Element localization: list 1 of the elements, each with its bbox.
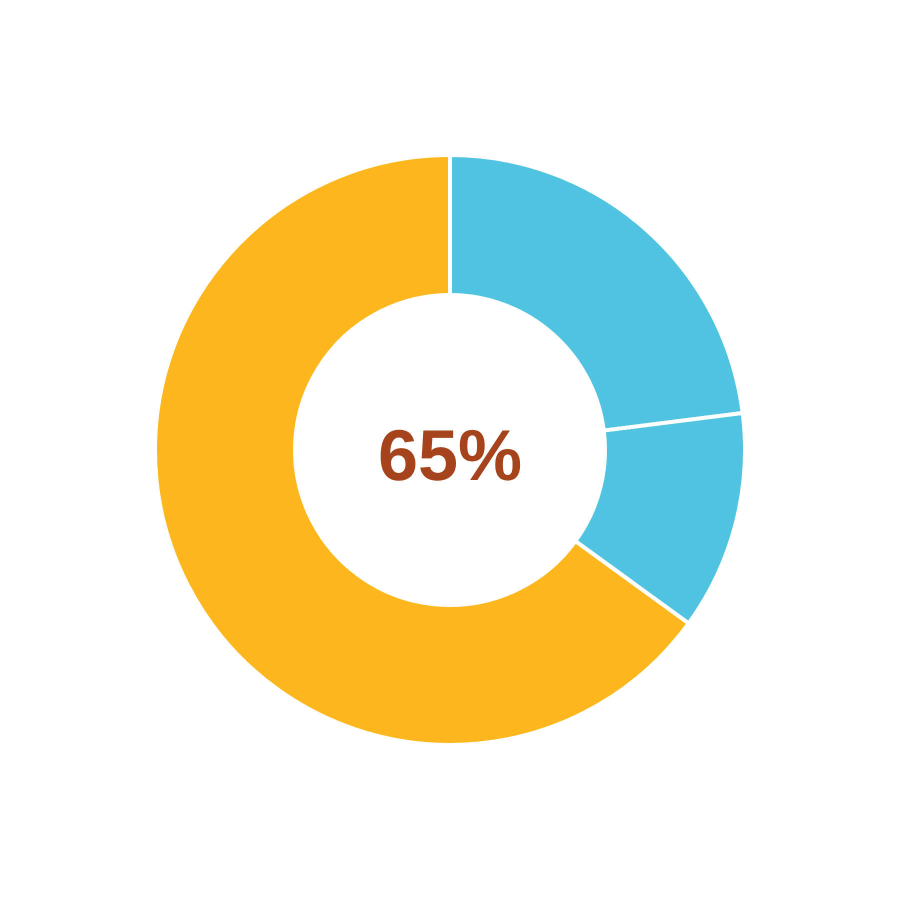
text: 65% [378, 416, 522, 496]
